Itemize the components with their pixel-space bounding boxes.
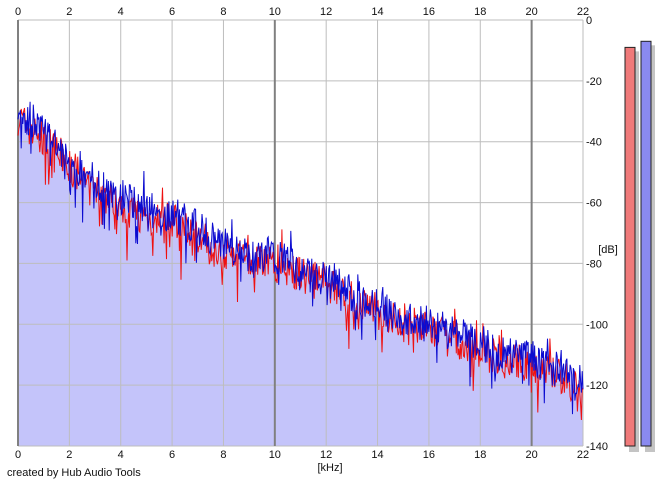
level-meter-right (640, 40, 652, 447)
x-tick-label-top: 0 (15, 6, 21, 18)
x-tick-label-top: 8 (220, 6, 226, 18)
x-tick-label-bottom: 18 (474, 449, 486, 461)
x-tick-label-bottom: 20 (526, 449, 538, 461)
level-meter-left (624, 46, 636, 447)
x-tick-label-bottom: 10 (269, 449, 281, 461)
x-tick-label-top: 14 (371, 6, 383, 18)
credit-text: created by Hub Audio Tools (7, 467, 141, 479)
y-axis-label: [dB] (598, 244, 618, 256)
x-ticks-bottom: 0 2 4 6 8 10 12 14 16 18 20 22 (15, 449, 589, 461)
x-tick-label-bottom: 6 (169, 449, 175, 461)
y-tick-label: 0 (586, 15, 592, 27)
x-tick-label-bottom: 0 (15, 449, 21, 461)
y-tick-label: -120 (586, 380, 608, 392)
series-layer (17, 101, 584, 421)
y-tick-label: -40 (586, 137, 602, 149)
level-meters (624, 40, 655, 453)
x-tick-label-top: 12 (320, 6, 332, 18)
x-axis-label: [kHz] (317, 462, 342, 474)
series-line-right (17, 101, 584, 415)
x-tick-label-bottom: 2 (66, 449, 72, 461)
y-tick-label: -140 (586, 441, 608, 453)
x-ticks-top: 0 2 4 6 8 10 12 14 16 18 20 22 (15, 6, 589, 18)
y-tick-label: -20 (586, 76, 602, 88)
x-tick-label-bottom: 4 (118, 449, 124, 461)
x-tick-label-top: 22 (577, 6, 589, 18)
y-tick-label: -80 (586, 258, 602, 270)
x-tick-label-top: 16 (423, 6, 435, 18)
x-tick-label-top: 20 (526, 6, 538, 18)
x-tick-label-bottom: 12 (320, 449, 332, 461)
x-tick-label-bottom: 8 (220, 449, 226, 461)
x-tick-label-bottom: 16 (423, 449, 435, 461)
x-tick-label-top: 10 (269, 6, 281, 18)
x-tick-label-bottom: 22 (577, 449, 589, 461)
x-tick-label-top: 2 (66, 6, 72, 18)
y-tick-label: -60 (586, 198, 602, 210)
y-ticks: 0 -20 -40 -60 -80 -100 -120 -140 (586, 15, 608, 453)
x-tick-label-top: 4 (118, 6, 124, 18)
x-tick-label-top: 18 (474, 6, 486, 18)
y-tick-label: -100 (586, 319, 608, 331)
x-tick-label-top: 6 (169, 6, 175, 18)
x-tick-label-bottom: 14 (371, 449, 383, 461)
